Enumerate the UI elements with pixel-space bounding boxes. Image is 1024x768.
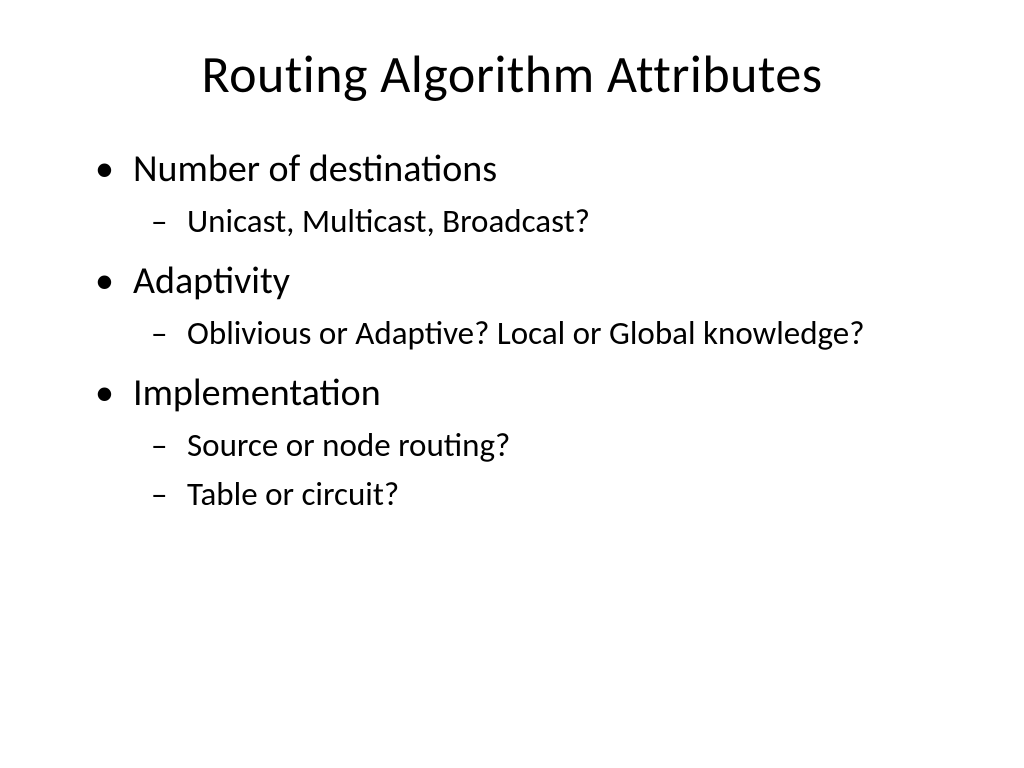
sub-bullet-item: Source or node routing? [151,423,944,468]
bullet-text: Adaptivity [133,258,290,304]
sub-bullet-item: Oblivious or Adaptive? Local or Global k… [151,311,944,356]
bullet-item: Implementation Source or node routing? T… [95,368,944,516]
bullet-list-level2: Unicast, Multicast, Broadcast? [133,199,944,244]
sub-bullet-text: Table or circuit? [187,474,399,514]
bullet-item: Number of destinations Unicast, Multicas… [95,144,944,244]
bullet-list-level1: Number of destinations Unicast, Multicas… [95,144,944,516]
slide-content: Number of destinations Unicast, Multicas… [0,126,1024,516]
bullet-item: Adaptivity Oblivious or Adaptive? Local … [95,256,944,356]
bullet-text: Number of destinations [133,146,497,192]
sub-bullet-item: Table or circuit? [151,472,944,517]
bullet-list-level2: Source or node routing? Table or circuit… [133,423,944,516]
sub-bullet-text: Unicast, Multicast, Broadcast? [187,201,590,241]
slide-title: Routing Algorithm Attributes [0,0,1024,126]
sub-bullet-text: Source or node routing? [187,425,510,465]
slide: Routing Algorithm Attributes Number of d… [0,0,1024,768]
sub-bullet-text: Oblivious or Adaptive? Local or Global k… [187,313,865,353]
bullet-list-level2: Oblivious or Adaptive? Local or Global k… [133,311,944,356]
bullet-text: Implementation [133,370,381,416]
sub-bullet-item: Unicast, Multicast, Broadcast? [151,199,944,244]
